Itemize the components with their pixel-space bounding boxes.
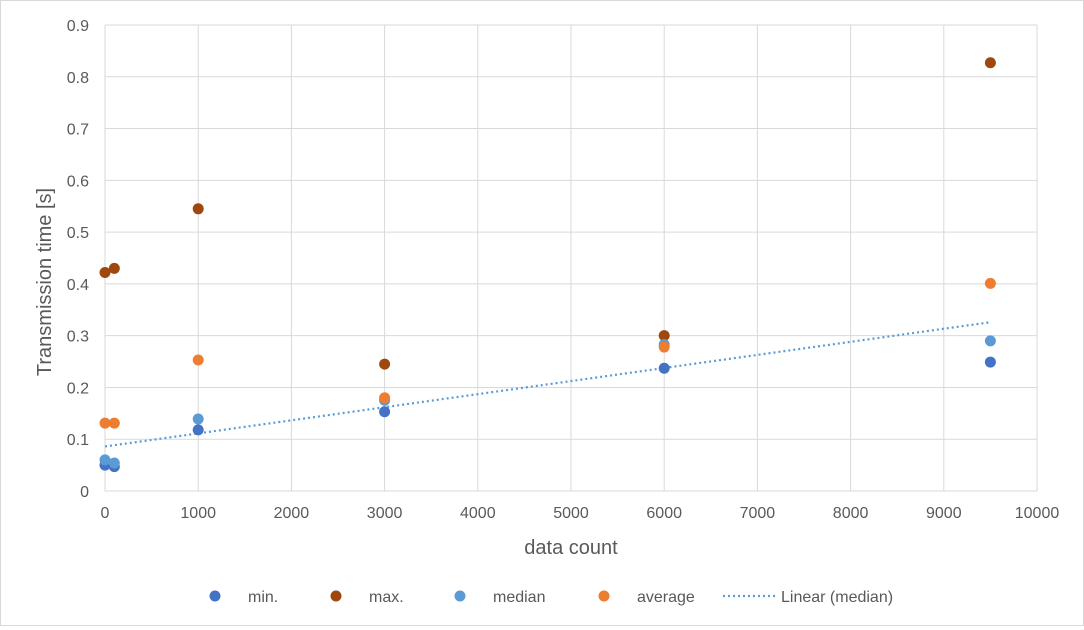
data-point: [99, 417, 111, 429]
legend-label: average: [637, 589, 695, 606]
y-tick-label: 0.9: [67, 18, 89, 35]
x-tick-label: 9000: [926, 505, 962, 522]
x-tick-label: 1000: [180, 505, 216, 522]
y-tick-label: 0.1: [67, 432, 89, 449]
data-point: [379, 406, 391, 418]
x-tick-label: 5000: [553, 505, 589, 522]
data-point: [108, 262, 120, 274]
legend: min. max. median average Linear (median): [209, 589, 893, 606]
y-tick-label: 0.2: [67, 380, 89, 397]
legend-marker: [454, 590, 466, 602]
x-tick-label: 10000: [1015, 505, 1060, 522]
data-point: [984, 356, 996, 368]
data-point: [192, 424, 204, 436]
trendline-linear-median: [104, 321, 991, 448]
data-point: [99, 266, 111, 278]
series-average: [99, 277, 996, 429]
series-median: [99, 335, 996, 469]
y-tick-label: 0.3: [67, 329, 89, 346]
data-point: [192, 203, 204, 215]
data-point: [379, 392, 391, 404]
legend-item: Linear (median): [723, 589, 893, 606]
trendline-layer: [104, 321, 991, 448]
data-point: [99, 454, 111, 466]
y-tick-label: 0.6: [67, 173, 89, 190]
y-tick-label: 0.4: [67, 277, 89, 294]
legend-label: median: [493, 589, 545, 606]
x-tick-label: 4000: [460, 505, 496, 522]
y-tick-label: 0: [80, 484, 89, 501]
data-point: [658, 330, 670, 342]
legend-item: median: [454, 589, 545, 606]
y-tick-label: 0.8: [67, 70, 89, 87]
legend-item: average: [598, 589, 695, 606]
x-tick-label: 8000: [833, 505, 869, 522]
data-point: [658, 362, 670, 374]
x-tick-labels: 0 1000 2000 3000 4000 5000 6000 7000 8000 9000 100…: [101, 505, 1060, 522]
data-point: [984, 277, 996, 289]
series-min: [99, 356, 996, 473]
legend-label: min.: [248, 589, 278, 606]
x-tick-label: 3000: [367, 505, 403, 522]
data-point: [192, 413, 204, 425]
y-axis-title: Transmission time [s]: [34, 188, 56, 376]
x-tick-label: 2000: [274, 505, 310, 522]
legend-label: Linear (median): [781, 589, 893, 606]
y-tick-labels: 0 0.1 0.2 0.3 0.4 0.5 0.6 0.7 0.8 0.9: [67, 18, 89, 501]
legend-item: max.: [330, 589, 404, 606]
y-tick-label: 0.5: [67, 225, 89, 242]
x-tick-label: 6000: [646, 505, 682, 522]
legend-marker: [598, 590, 610, 602]
legend-marker: [330, 590, 342, 602]
legend-label: max.: [369, 589, 404, 606]
y-tick-label: 0.7: [67, 122, 89, 139]
data-point: [108, 417, 120, 429]
data-point: [192, 354, 204, 366]
data-point: [984, 335, 996, 347]
legend-item: min.: [209, 589, 278, 606]
series-max: [99, 57, 996, 370]
data-points: [99, 57, 996, 473]
data-point: [379, 358, 391, 370]
data-point: [108, 457, 120, 469]
data-point: [984, 57, 996, 69]
x-tick-label: 7000: [740, 505, 776, 522]
legend-marker: [209, 590, 221, 602]
x-axis-title: data count: [524, 537, 618, 559]
gridlines: [104, 24, 1038, 492]
x-tick-label: 0: [101, 505, 110, 522]
data-point: [658, 341, 670, 353]
